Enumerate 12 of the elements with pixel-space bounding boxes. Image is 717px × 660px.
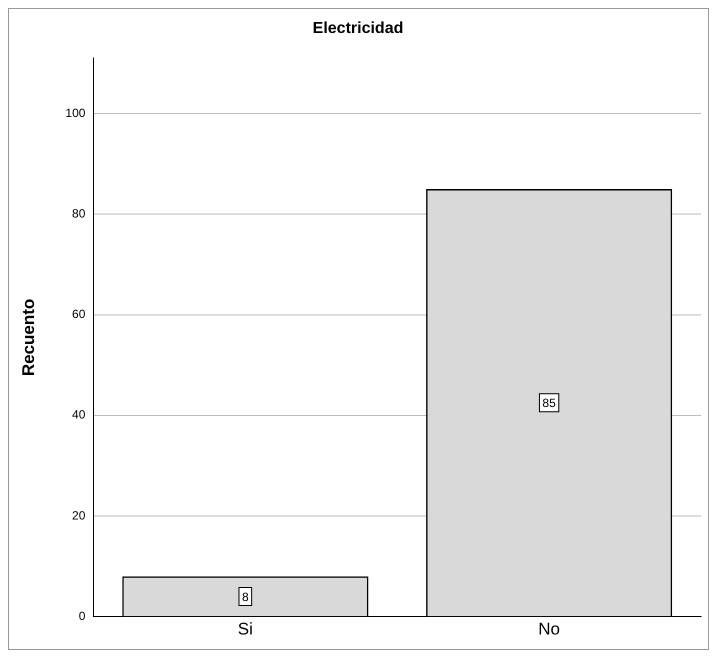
data-label: 8 (242, 590, 249, 604)
x-tick-label: Si (238, 619, 253, 638)
chart-title: Electricidad (312, 20, 404, 38)
y-tick-label: 60 (72, 307, 86, 322)
y-axis-title: Recuento (18, 298, 38, 376)
y-tick-label: 80 (72, 206, 86, 220)
y-tick-label: 100 (65, 106, 86, 120)
y-tick-label: 20 (72, 508, 86, 522)
y-tick-label: 0 (78, 608, 86, 623)
y-tick-label: 40 (72, 408, 86, 422)
data-label: 85 (542, 396, 556, 410)
x-tick-label: No (538, 619, 560, 638)
